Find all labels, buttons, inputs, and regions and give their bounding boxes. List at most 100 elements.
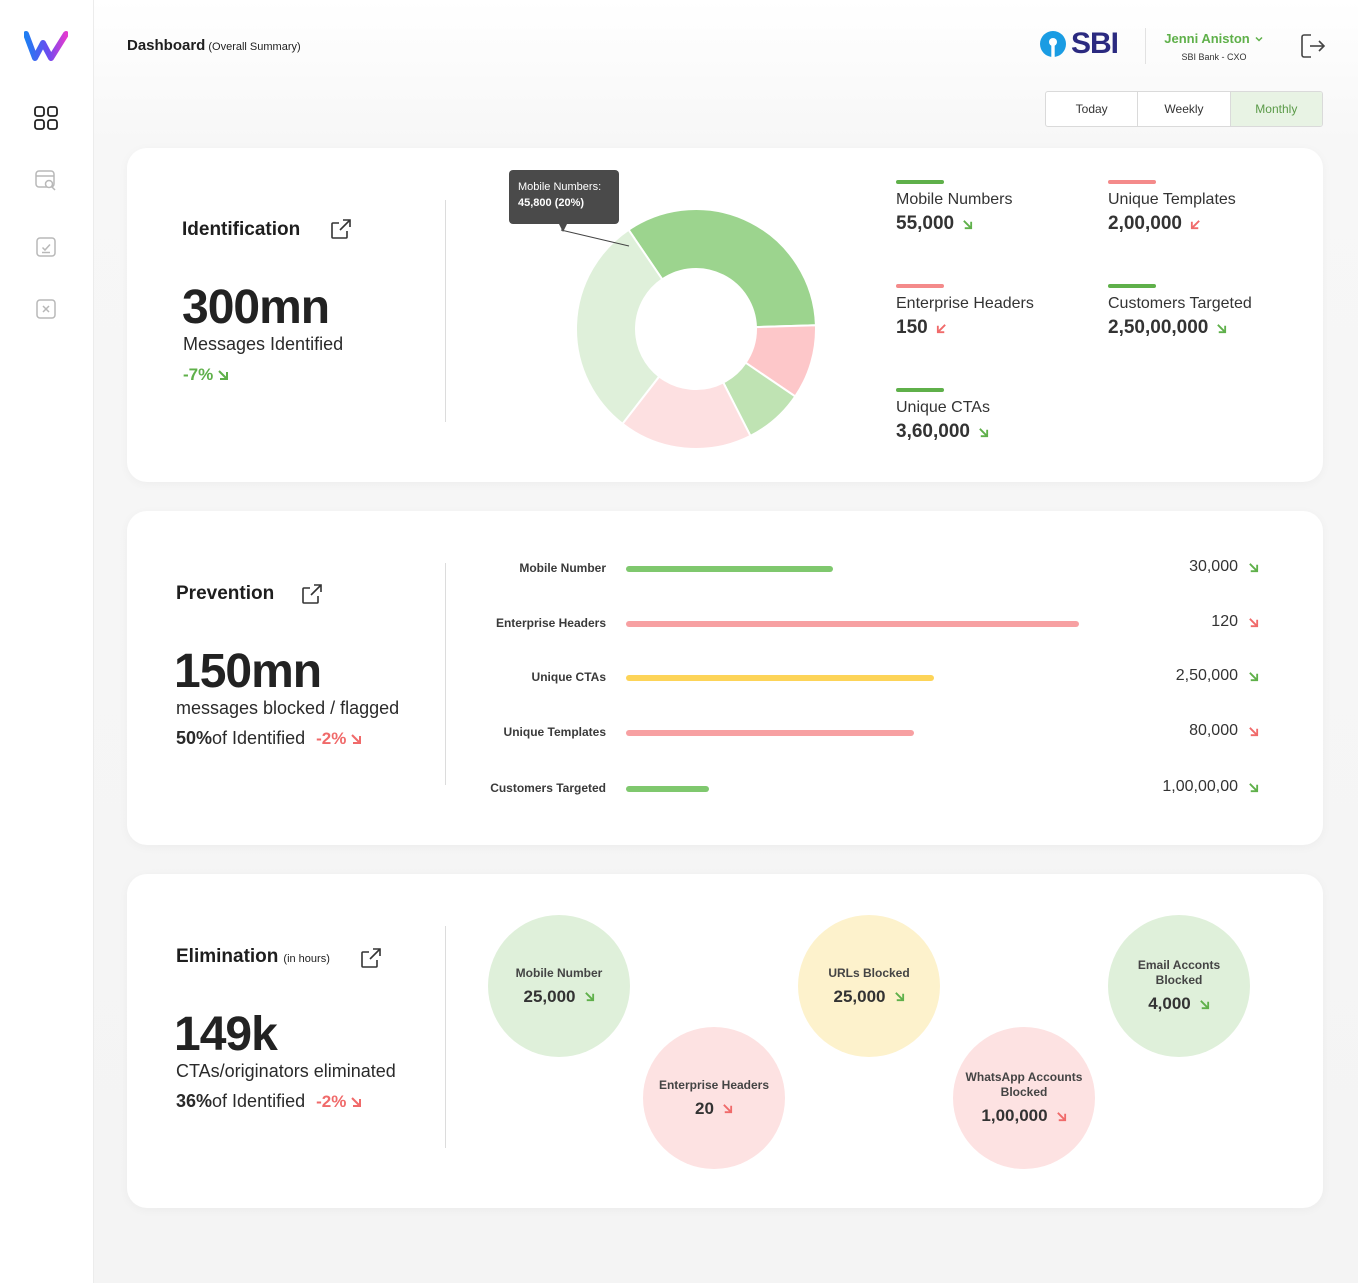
brand-name: SBI <box>1071 27 1119 60</box>
prevented-percent: 50% of Identified -2% <box>176 728 362 749</box>
check-box-icon <box>36 237 56 257</box>
bar-value: 120 <box>1087 613 1259 631</box>
bubble-value: 25,000 <box>834 987 905 1007</box>
identification-card: Identification 300mn Messages Identified… <box>127 148 1323 482</box>
trend-down-icon <box>584 992 594 1002</box>
trend-down-left-icon <box>1190 219 1200 229</box>
trend-down-icon <box>1249 617 1259 627</box>
card-divider <box>445 200 446 422</box>
external-link-icon[interactable] <box>329 217 353 241</box>
logout-icon[interactable] <box>1299 32 1327 60</box>
bar-fill <box>626 566 833 572</box>
bar-row[interactable]: Enterprise Headers 120 <box>447 613 1267 634</box>
bar-fill <box>626 621 1080 627</box>
legend-value: 2,50,00,000 <box>1108 317 1288 339</box>
donut-slice[interactable] <box>627 208 816 329</box>
date-range-selector: Today Weekly Monthly <box>1045 91 1323 127</box>
tooltip-value: 45,800 (20%) <box>518 197 585 209</box>
trend-down-icon <box>351 1096 362 1107</box>
user-name[interactable]: Jenni Aniston <box>1164 31 1263 46</box>
bar-label: Customers Targeted <box>490 781 606 795</box>
identified-total: 300mn <box>182 281 330 334</box>
prevented-total: 150mn <box>174 645 322 698</box>
donut-slice[interactable] <box>576 228 664 426</box>
eliminated-total: 149k <box>174 1008 278 1061</box>
bubble-whatsapp-accounts[interactable]: WhatsApp Accounts Blocked 1,00,000 <box>953 1027 1095 1169</box>
legend-value: 2,00,000 <box>1108 213 1288 235</box>
legend-customers-targeted: Customers Targeted 2,50,00,000 <box>1108 284 1288 339</box>
bar-row[interactable]: Mobile Number 30,000 <box>447 558 1267 579</box>
close-box-icon <box>36 299 56 319</box>
bubble-enterprise-headers[interactable]: Enterprise Headers 20 <box>643 1027 785 1169</box>
eliminated-change: -2% <box>316 1092 362 1112</box>
nav-rejected[interactable] <box>30 293 62 325</box>
bubble-urls-blocked[interactable]: URLs Blocked 25,000 <box>798 915 940 1057</box>
trend-down-icon <box>1199 999 1209 1009</box>
legend-mobile-numbers: Mobile Numbers 55,000 <box>896 180 1076 235</box>
elimination-title: Elimination (in hours) <box>176 946 330 967</box>
bar-row[interactable]: Unique Templates 80,000 <box>447 722 1267 743</box>
page-title: Dashboard (Overall Summary) <box>127 37 301 54</box>
sbi-logo: SBI <box>1039 27 1119 60</box>
header-divider <box>1145 28 1146 64</box>
bar-value: 30,000 <box>1087 558 1259 576</box>
bubble-name: Mobile Number <box>515 965 603 980</box>
bubble-value: 4,000 <box>1148 994 1210 1014</box>
prevented-change: -2% <box>316 729 362 749</box>
sbi-emblem-icon <box>1040 31 1066 57</box>
user-role: SBI Bank - CXO <box>1181 52 1247 62</box>
elimination-card: Elimination (in hours) 149k CTAs/originat… <box>127 874 1323 1208</box>
legend-name: Enterprise Headers <box>896 295 1034 312</box>
legend-color-bar <box>896 284 944 288</box>
bubble-value: 25,000 <box>524 987 595 1007</box>
legend-value: 150 <box>896 317 1076 339</box>
bar-fill <box>626 675 935 681</box>
card-divider <box>445 563 446 785</box>
tab-monthly[interactable]: Monthly <box>1230 92 1322 126</box>
page-subtitle: (Overall Summary) <box>208 41 301 53</box>
identified-change: -7% <box>183 365 229 385</box>
legend-name: Mobile Numbers <box>896 191 1013 208</box>
legend-unique-ctas: Unique CTAs 3,60,000 <box>896 388 1076 443</box>
legend-color-bar <box>1108 180 1156 184</box>
bar-fill <box>626 730 915 736</box>
trend-down-icon <box>218 370 229 380</box>
prevented-label: messages blocked / flagged <box>176 698 400 718</box>
tab-weekly[interactable]: Weekly <box>1138 92 1231 126</box>
bubble-name: URLs Blocked <box>828 965 910 980</box>
bar-value: 1,00,00,00 <box>1087 778 1259 796</box>
bar-row[interactable]: Customers Targeted 1,00,00,00 <box>447 778 1267 799</box>
eliminated-percent: 36% of Identified -2% <box>176 1091 362 1112</box>
chevron-down-icon <box>1255 36 1263 42</box>
grid-icon <box>34 106 58 130</box>
tooltip-label: Mobile Numbers: <box>518 181 602 193</box>
external-link-icon[interactable] <box>300 582 324 606</box>
legend-value: 3,60,000 <box>896 421 1076 443</box>
user-menu[interactable]: Jenni Aniston SBI Bank - CXO <box>1158 30 1270 62</box>
external-link-icon[interactable] <box>359 946 383 970</box>
app-logo[interactable] <box>24 31 68 61</box>
legend-name: Customers Targeted <box>1108 295 1252 312</box>
search-window-icon <box>35 170 56 191</box>
identification-title: Identification <box>182 219 301 240</box>
legend-unique-templates: Unique Templates 2,00,000 <box>1108 180 1288 235</box>
card-divider <box>445 926 446 1148</box>
prevention-title: Prevention <box>176 583 275 604</box>
elimination-subtitle: (in hours) <box>283 953 330 965</box>
tab-today[interactable]: Today <box>1046 92 1139 126</box>
trend-down-icon <box>1249 782 1259 792</box>
legend-value: 55,000 <box>896 213 1076 235</box>
bubble-mobile-number[interactable]: Mobile Number 25,000 <box>488 915 630 1057</box>
bubble-name: Email Acconts Blocked <box>1137 958 1221 987</box>
bar-label: Unique CTAs <box>531 670 606 684</box>
bubble-name: Enterprise Headers <box>658 1077 770 1092</box>
trend-down-icon <box>979 427 989 437</box>
prevention-card: Prevention 150mn messages blocked / flag… <box>127 511 1323 845</box>
nav-search-report[interactable] <box>30 164 62 196</box>
bubble-email-accounts[interactable]: Email Acconts Blocked 4,000 <box>1108 915 1250 1057</box>
nav-approved[interactable] <box>30 231 62 263</box>
bar-row[interactable]: Unique CTAs 2,50,000 <box>447 667 1267 688</box>
identification-donut-chart[interactable] <box>576 208 816 450</box>
nav-dashboard[interactable] <box>30 102 62 134</box>
bubble-value: 1,00,000 <box>981 1106 1066 1126</box>
